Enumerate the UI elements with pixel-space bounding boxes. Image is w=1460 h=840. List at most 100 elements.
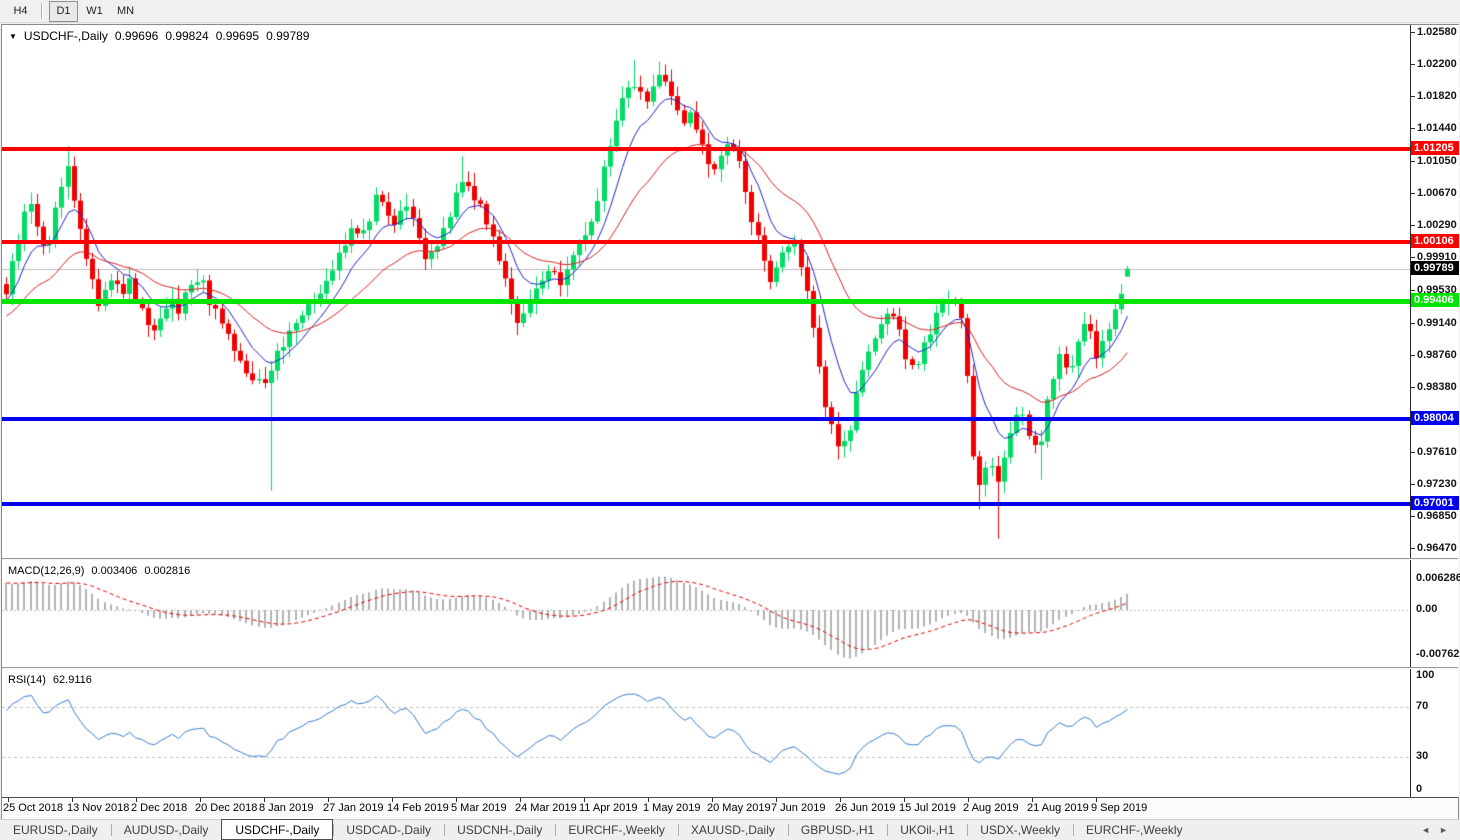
date-axis[interactable]: 25 Oct 2018 13 Nov 2018 2 Dec 2018 20 Dec 2… — [2, 797, 1458, 818]
price-tick-1.02200: 1.02200 — [1411, 58, 1457, 70]
date-tick-15 — [968, 798, 969, 802]
price-level-line-0.98004[interactable] — [2, 417, 1410, 421]
price-tick-0.98380: 0.98380 — [1411, 381, 1457, 393]
macd-main-value: 0.003406 — [91, 565, 138, 577]
chart-window: ▼ USDCHF-,Daily 0.99696 0.99824 0.99695 … — [1, 24, 1460, 820]
chart-tab-usdcnh-daily[interactable]: USDCNH-,Daily — [444, 820, 555, 840]
price-tick-1.01820: 1.01820 — [1411, 90, 1457, 102]
chart-tab-gbpusd-h1[interactable]: GBPUSD-,H1 — [787, 820, 887, 840]
date-label-12: 7 Jun 2019 — [771, 802, 826, 814]
macd-axis-label-0: 0.006286 — [1416, 572, 1460, 584]
chart-tab-xauusd-daily[interactable]: XAUUSD-,Daily — [677, 820, 788, 840]
date-tick-14 — [904, 798, 905, 802]
macd-panel-divider[interactable] — [2, 558, 1458, 560]
price-tick-0.97610: 0.97610 — [1411, 446, 1457, 458]
date-label-14: 15 Jul 2019 — [899, 802, 956, 814]
macd-signal-value: 0.002816 — [144, 565, 191, 577]
ohlc-high: 0.99824 — [165, 29, 209, 43]
date-label-1: 13 Nov 2018 — [67, 802, 130, 814]
date-label-8: 24 Mar 2019 — [515, 802, 577, 814]
date-tick-6 — [392, 798, 393, 802]
price-tick-1.02580: 1.02580 — [1411, 26, 1457, 38]
macd-name: MACD(12,26,9) — [8, 565, 85, 577]
date-tick-13 — [840, 798, 841, 802]
date-tick-1 — [72, 798, 73, 802]
timeframe-button-mn[interactable]: MN — [116, 5, 135, 17]
date-label-17: 9 Sep 2019 — [1091, 802, 1148, 814]
toolbar-separator — [41, 3, 43, 19]
rsi-indicator-label: RSI(14) 62.9116 — [8, 674, 92, 686]
price-axis[interactable]: 1.02580 1.02200 1.01820 1.01440 1.01050 1.006… — [1410, 25, 1460, 797]
price-tick-0.98760: 0.98760 — [1411, 349, 1457, 361]
date-label-16: 21 Aug 2019 — [1027, 802, 1089, 814]
chart-tab-usdchf-daily[interactable]: USDCHF-,Daily — [221, 819, 334, 840]
date-tick-11 — [712, 798, 713, 802]
ohlc-low: 0.99695 — [215, 29, 260, 43]
date-label-0: 25 Oct 2018 — [3, 802, 63, 814]
tab-scroll-arrows: ◄ ► — [1421, 820, 1460, 840]
ohlc-close: 0.99789 — [266, 29, 310, 43]
price-level-badge-0.99406: 0.99406 — [1411, 293, 1459, 307]
ohlc-open: 0.99696 — [114, 29, 159, 43]
price-tick-1.01050: 1.01050 — [1411, 155, 1457, 167]
date-tick-9 — [584, 798, 585, 802]
price-tick-0.96850: 0.96850 — [1411, 510, 1457, 522]
chart-plot-canvas[interactable] — [2, 25, 1458, 819]
rsi-axis-label-2: 30 — [1416, 750, 1429, 762]
chart-tab-eurchf-weekly[interactable]: EURCHF-,Weekly — [555, 820, 677, 840]
date-tick-7 — [456, 798, 457, 802]
price-tick-0.99140: 0.99140 — [1411, 317, 1457, 329]
date-tick-10 — [648, 798, 649, 802]
chart-tab-eurchf-weekly[interactable]: EURCHF-,Weekly — [1073, 820, 1195, 840]
rsi-axis-label-1: 70 — [1416, 700, 1429, 712]
date-tick-16 — [1032, 798, 1033, 802]
chart-title: ▼ USDCHF-,Daily 0.99696 0.99824 0.99695 … — [9, 29, 309, 43]
chart-tab-audusd-daily[interactable]: AUDUSD-,Daily — [110, 820, 222, 840]
date-label-4: 8 Jan 2019 — [259, 802, 314, 814]
date-label-10: 1 May 2019 — [643, 802, 701, 814]
date-label-7: 5 Mar 2019 — [451, 802, 507, 814]
macd-indicator-label: MACD(12,26,9) 0.003406 0.002816 — [8, 565, 190, 577]
macd-axis-label-2: -0.00762 — [1416, 648, 1460, 660]
date-label-3: 20 Dec 2018 — [195, 802, 258, 814]
timeframe-button-w1[interactable]: W1 — [86, 5, 103, 17]
price-level-badge-0.97001: 0.97001 — [1411, 496, 1459, 510]
date-label-5: 27 Jan 2019 — [323, 802, 384, 814]
price-level-line-0.97001[interactable] — [2, 502, 1410, 506]
date-tick-17 — [1096, 798, 1097, 802]
date-label-6: 14 Feb 2019 — [387, 802, 449, 814]
rsi-name: RSI(14) — [8, 674, 46, 686]
price-level-line-1.00106[interactable] — [2, 240, 1410, 244]
symbol-dropdown-icon[interactable]: ▼ — [9, 31, 17, 41]
price-level-badge-1.00106: 1.00106 — [1411, 234, 1459, 248]
rsi-axis-label-0: 100 — [1416, 669, 1435, 681]
date-tick-5 — [328, 798, 329, 802]
price-tick-0.96470: 0.96470 — [1411, 542, 1457, 554]
price-tick-1.01440: 1.01440 — [1411, 122, 1457, 134]
date-label-9: 11 Apr 2019 — [579, 802, 638, 814]
chart-tab-ukoil-h1[interactable]: UKOil-,H1 — [887, 820, 967, 840]
price-level-line-0.99406[interactable] — [2, 299, 1410, 304]
rsi-axis-label-3: 0 — [1416, 783, 1423, 795]
timeframe-button-h4[interactable]: H4 — [13, 5, 28, 17]
macd-axis-label-1: 0.00 — [1416, 603, 1438, 615]
chart-tab-usdx-weekly[interactable]: USDX-,Weekly — [967, 820, 1073, 840]
date-label-15: 2 Aug 2019 — [963, 802, 1019, 814]
price-tick-0.99910: 0.99910 — [1411, 251, 1457, 263]
date-label-11: 20 May 2019 — [707, 802, 771, 814]
scroll-left-icon[interactable]: ◄ — [1421, 825, 1431, 835]
current-price-badge: 0.99789 — [1411, 261, 1459, 275]
chart-tab-eurusd-daily[interactable]: EURUSD-,Daily — [13, 823, 98, 837]
date-tick-8 — [520, 798, 521, 802]
rsi-panel-divider[interactable] — [2, 667, 1458, 669]
price-tick-1.00670: 1.00670 — [1411, 187, 1457, 199]
chart-tab-usdcad-daily[interactable]: USDCAD-,Daily — [333, 820, 444, 840]
scroll-right-icon[interactable]: ► — [1439, 825, 1448, 835]
price-level-badge-0.98004: 0.98004 — [1411, 411, 1459, 425]
price-level-line-1.01205[interactable] — [2, 147, 1410, 151]
date-tick-2 — [136, 798, 137, 802]
price-tick-0.97230: 0.97230 — [1411, 478, 1457, 490]
timeframe-button-d1[interactable]: D1 — [49, 0, 78, 22]
chart-tab-bar: EURUSD-,Daily AUDUSD-,Daily USDCHF-,Daily U… — [0, 819, 1460, 840]
date-label-2: 2 Dec 2018 — [131, 802, 188, 814]
